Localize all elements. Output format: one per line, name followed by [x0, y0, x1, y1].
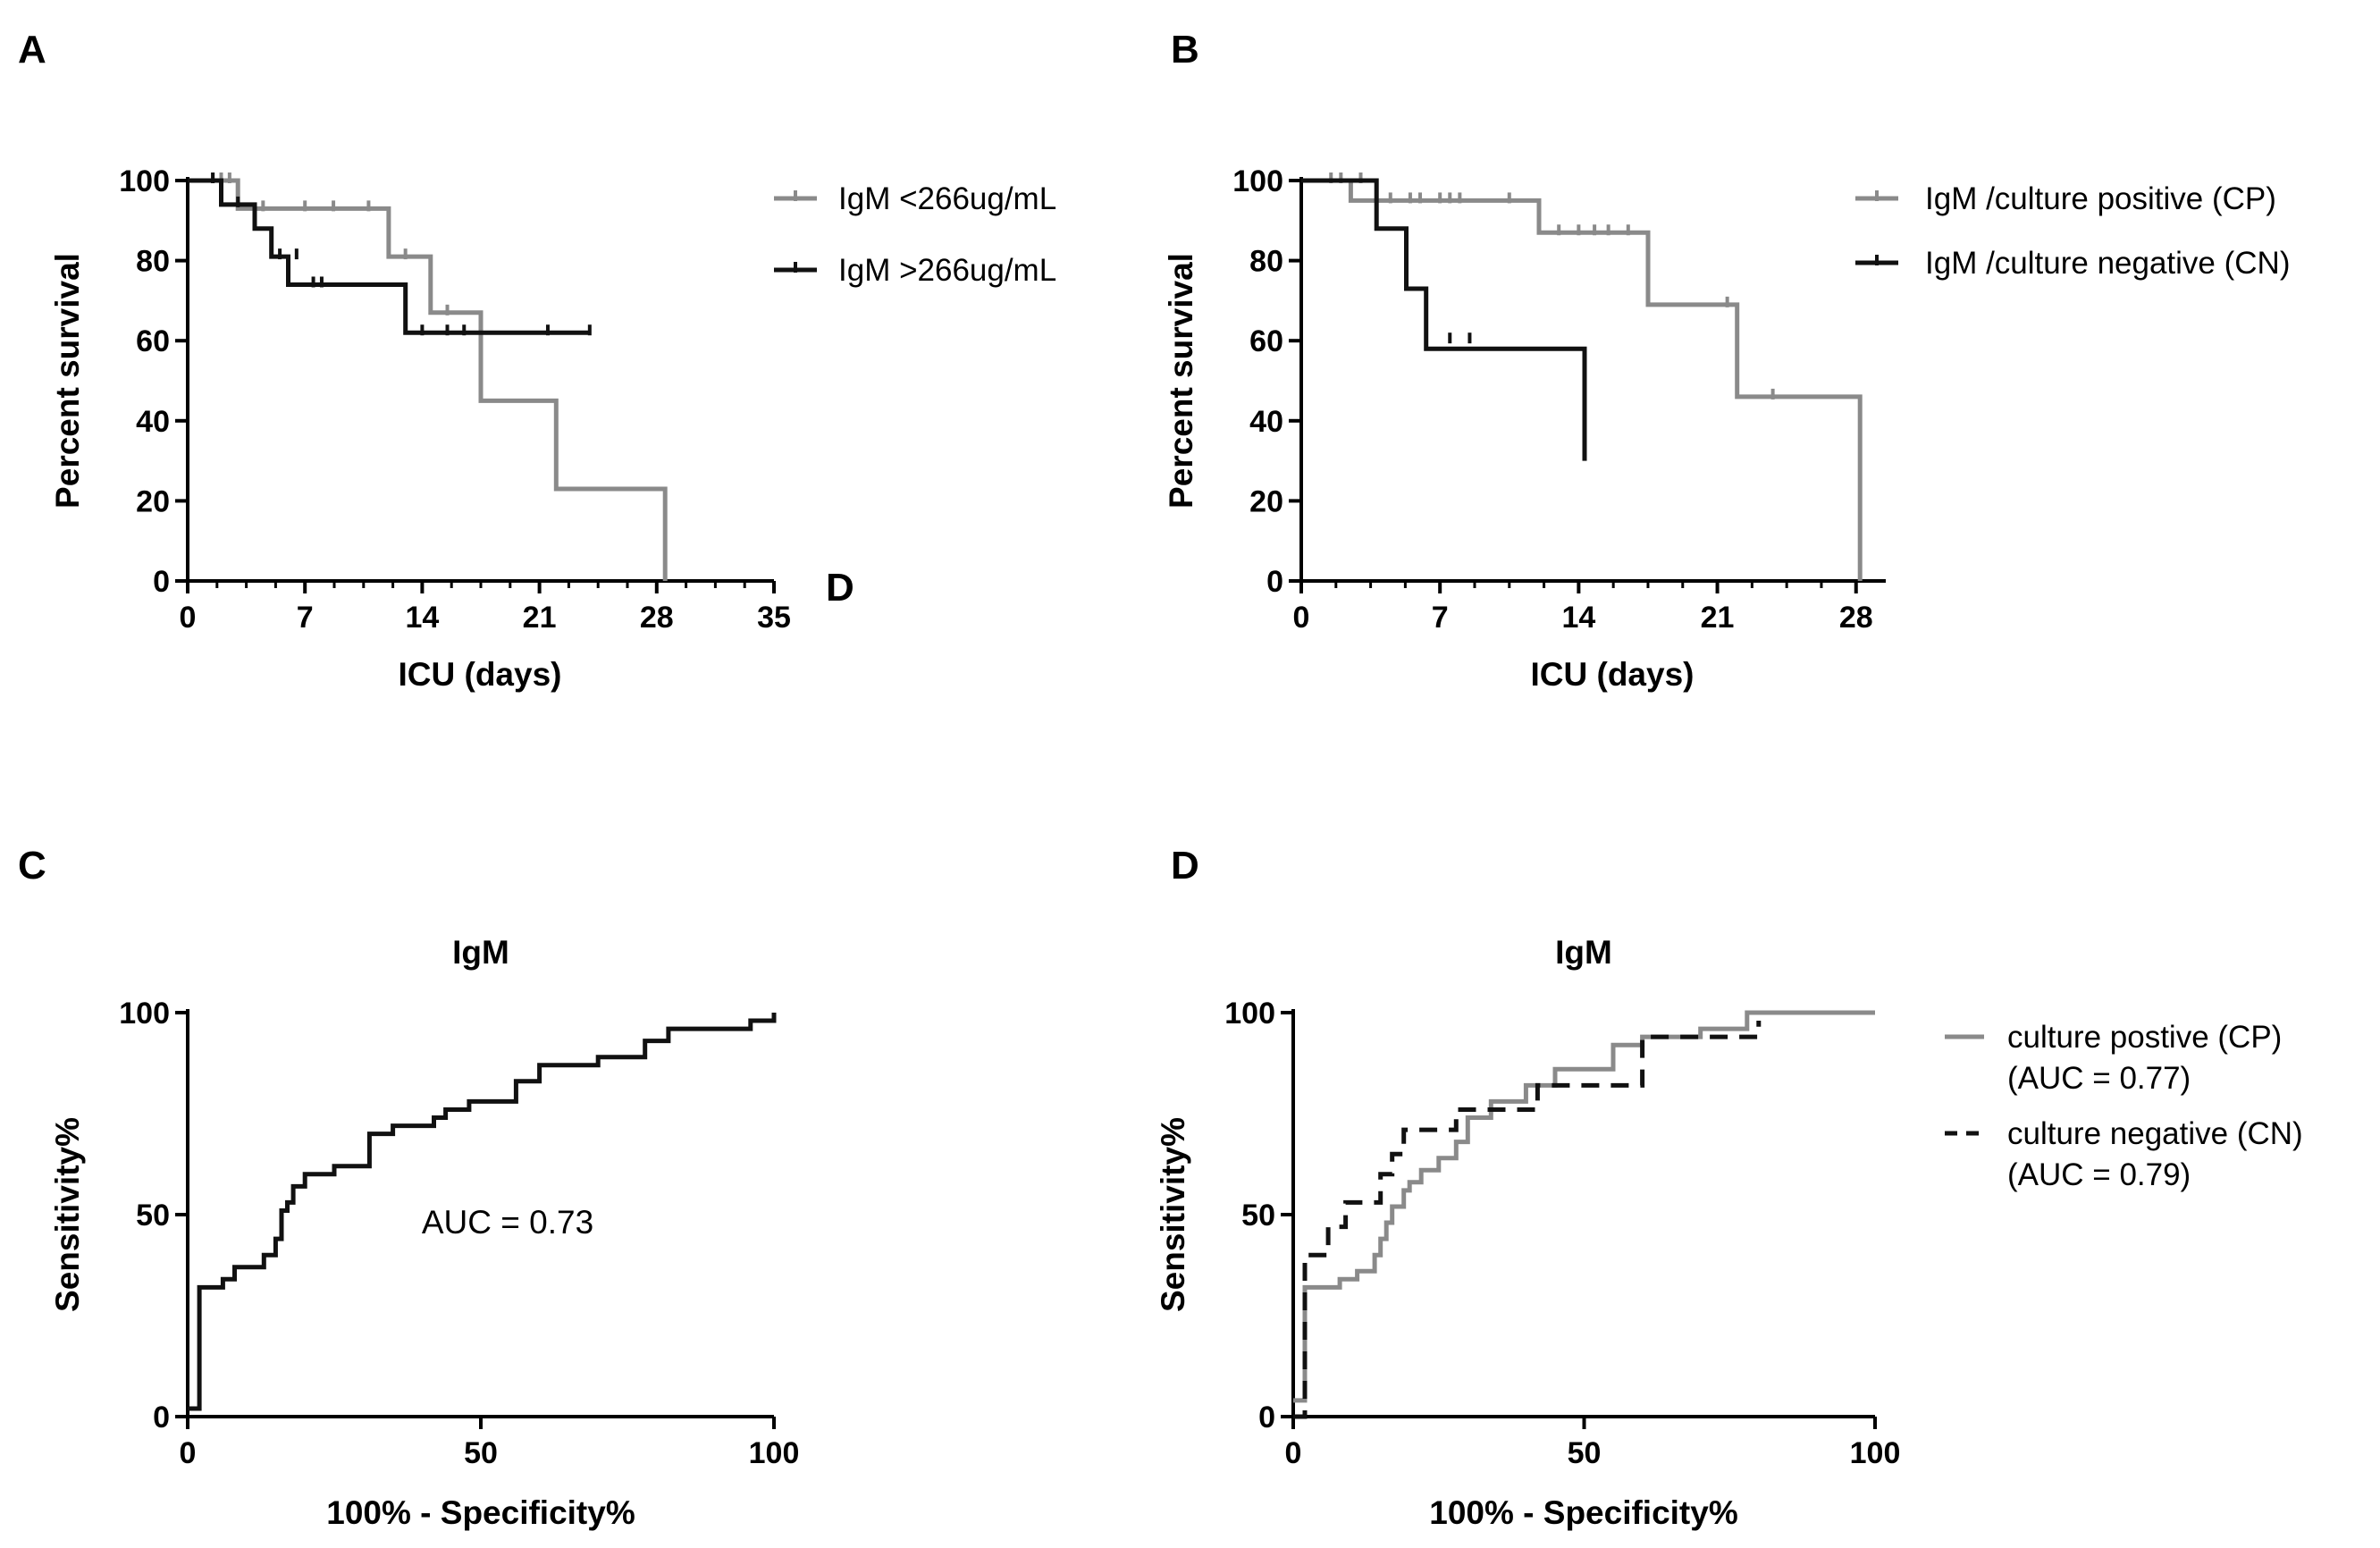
y-tick-label: 80 — [136, 245, 170, 279]
legend-label-2: IgM >266ug/mL — [838, 253, 1056, 288]
x-tick-label: 50 — [1568, 1436, 1602, 1470]
legend-label-2: IgM /culture negative (CN) — [1925, 246, 2290, 281]
auc-annotation: AUC = 0.73 — [422, 1204, 593, 1241]
chart-title: IgM — [1555, 934, 1612, 971]
panel-letter: D — [1171, 844, 1199, 888]
series-line-2 — [1301, 178, 1587, 461]
x-tick-label: 0 — [180, 1436, 197, 1470]
series-line-2 — [188, 178, 590, 335]
x-tick-label: 7 — [1432, 601, 1449, 635]
panel-letter: B — [1171, 28, 1199, 72]
x-tick-label: 7 — [297, 601, 314, 635]
x-tick-label: 14 — [405, 601, 439, 635]
legend-label-1: culture postive (CP) — [2007, 1020, 2282, 1055]
y-tick-label: 40 — [1249, 405, 1283, 439]
y-tick-label: 80 — [1249, 245, 1283, 279]
series-line-1 — [188, 1013, 777, 1411]
y-tick-label: 0 — [153, 565, 170, 599]
y-tick-label: 50 — [136, 1199, 170, 1233]
chart-title: IgM — [452, 934, 509, 971]
x-tick-label: 28 — [1839, 601, 1873, 635]
x-tick-label: 28 — [640, 601, 674, 635]
x-tick-label: 14 — [1561, 601, 1595, 635]
stray-panel-letter: D — [826, 566, 854, 610]
series-line-1 — [1301, 178, 1863, 581]
y-tick-label: 60 — [136, 324, 170, 358]
x-tick-label: 21 — [523, 601, 557, 635]
panel-d: D IgM 0 50 100 0 50 100 100% - Specificity% Sensi… — [1155, 844, 2303, 1531]
y-axis-title: Percent survival — [49, 253, 86, 509]
legend: culture postive (CP) (AUC = 0.77) culture … — [1945, 1020, 2303, 1192]
legend-auc-2: (AUC = 0.79) — [2007, 1157, 2191, 1192]
series-line-1 — [1293, 1010, 1875, 1403]
x-axis-title: ICU (days) — [1531, 656, 1695, 693]
y-tick-label: 20 — [1249, 484, 1283, 518]
y-tick-label: 100 — [119, 164, 170, 198]
legend-label-1: IgM /culture positive (CP) — [1925, 181, 2276, 216]
legend-auc-1: (AUC = 0.77) — [2007, 1061, 2191, 1096]
y-tick-label: 50 — [1241, 1199, 1275, 1233]
legend: IgM /culture positive (CP) IgM /culture n… — [1855, 181, 2290, 281]
y-axis-title: Sensitivity% — [49, 1117, 86, 1312]
legend-label-1: IgM <266ug/mL — [838, 181, 1056, 216]
y-tick-label: 0 — [1258, 1401, 1275, 1434]
x-tick-label: 100 — [1850, 1436, 1901, 1470]
y-tick-label: 0 — [1266, 565, 1283, 599]
y-tick-label: 0 — [153, 1401, 170, 1434]
series-line-2 — [1293, 1021, 1762, 1419]
x-tick-label: 50 — [464, 1436, 498, 1470]
panel-letter: A — [18, 28, 46, 72]
y-tick-label: 60 — [1249, 324, 1283, 358]
panel-a: A 0 20 40 60 80 100 0 7 14 21 28 35 ICU (days) Percent… — [18, 28, 1056, 693]
panel-letter: C — [18, 844, 46, 888]
x-axis-title: ICU (days) — [399, 656, 562, 693]
panel-b: B D 0 20 40 60 80 100 0 7 14 21 28 ICU (days) Percent … — [826, 28, 2290, 693]
legend-label-2: culture negative (CN) — [2007, 1116, 2303, 1151]
x-tick-label: 0 — [1293, 601, 1310, 635]
y-tick-label: 40 — [136, 405, 170, 439]
x-tick-label: 21 — [1701, 601, 1735, 635]
x-axis-title: 100% - Specificity% — [1429, 1494, 1737, 1531]
series-line-1 — [188, 178, 668, 581]
panel-c: C IgM 0 50 100 0 50 100 100% - Specificity% Sensi… — [18, 844, 799, 1531]
y-axis-title: Percent survival — [1163, 253, 1199, 509]
x-axis-title: 100% - Specificity% — [326, 1494, 635, 1531]
y-tick-label: 20 — [136, 484, 170, 518]
x-tick-label: 0 — [1285, 1436, 1302, 1470]
y-tick-label: 100 — [1224, 997, 1275, 1031]
y-tick-label: 100 — [1232, 164, 1283, 198]
x-tick-label: 35 — [757, 601, 791, 635]
x-tick-label: 0 — [180, 601, 197, 635]
y-tick-label: 100 — [119, 997, 170, 1031]
legend: IgM <266ug/mL IgM >266ug/mL — [774, 181, 1056, 288]
y-axis-title: Sensitivity% — [1155, 1117, 1191, 1312]
x-tick-label: 100 — [749, 1436, 800, 1470]
